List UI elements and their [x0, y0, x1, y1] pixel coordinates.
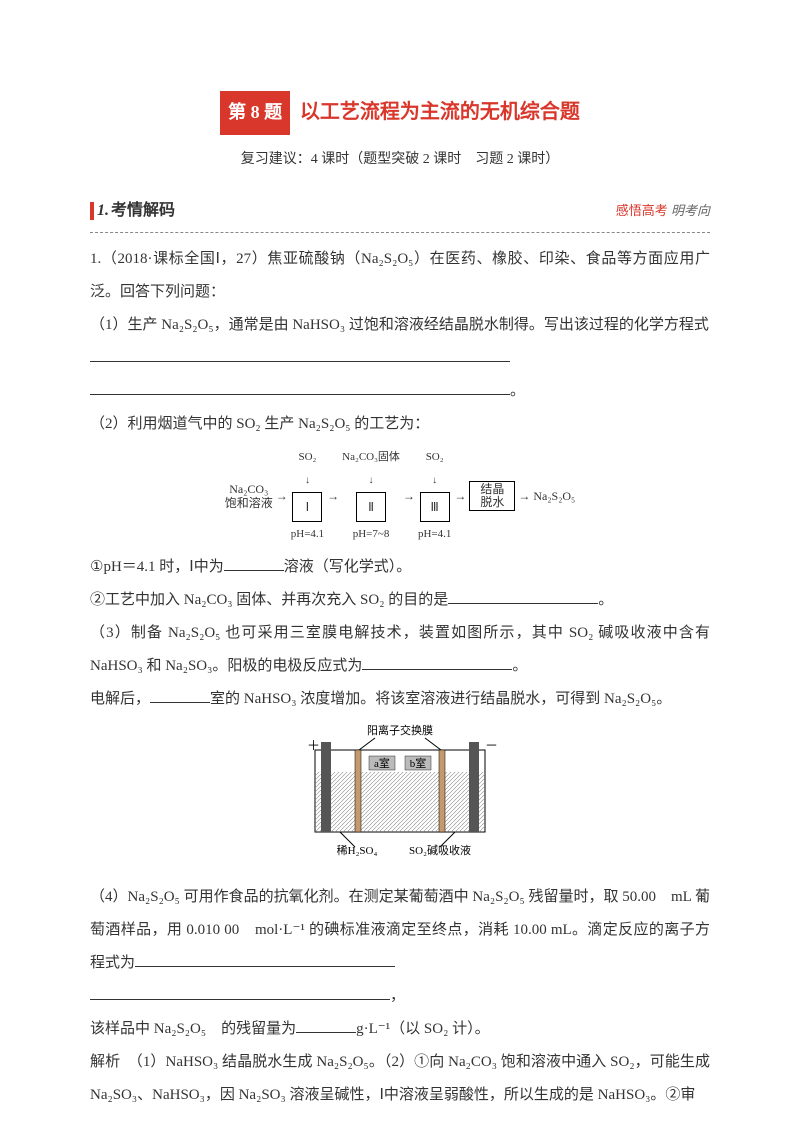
section-right-2: 明考向	[671, 203, 710, 218]
cell-a-label: a室	[374, 756, 390, 770]
paragraph-q3: （3）制备 Na₂S₂O₅ 也可采用三室膜电解技术，装置如图所示，其中 SO₂ …	[90, 617, 710, 683]
paragraph-q4b: 该样品中 Na₂S₂O₅ 的残留量为g·L⁻¹（以 SO₂ 计）。	[90, 1013, 710, 1046]
paragraph-q3b: 电解后，室的 NaHSO₃ 浓度增加。将该室溶液进行结晶脱水，可得到 Na₂S₂…	[90, 683, 710, 716]
section-label: 考情解码	[111, 193, 175, 228]
page-title: 第 8 题 以工艺流程为主流的无机综合题	[90, 90, 710, 135]
section-right-1: 感悟高考	[616, 203, 668, 218]
paragraph-q2: （2）利用烟道气中的 SO₂ 生产 Na₂S₂O₅ 的工艺为：	[90, 408, 710, 441]
cell-top-label: 阳离子交换膜	[367, 723, 433, 737]
flow-box-4: 结晶脱水	[469, 481, 515, 511]
subtitle: 复习建议：4 课时（题型突破 2 课时 习题 2 课时）	[90, 145, 710, 176]
section-bar-decoration	[90, 202, 94, 220]
paragraph-q1: （1）生产 Na₂S₂O₅，通常是由 NaHSO₃ 过饱和溶液经结晶脱水制得。写…	[90, 309, 710, 342]
plus-icon: ＋	[307, 738, 320, 753]
flow-ph-2: pH=7~8	[353, 522, 390, 546]
paragraph-q2-1: ①pH＝4.1 时，Ⅰ中为溶液（写化学式）。	[90, 551, 710, 584]
flow-box-3: Ⅲ	[420, 492, 450, 522]
electrolysis-diagram: 阳离子交换膜 ＋ － a室 b室 稀H₂SO₄ SO₂碱吸收液	[90, 722, 710, 875]
minus-icon: －	[485, 738, 498, 753]
cell-b-label: b室	[410, 756, 427, 770]
section-right: 感悟高考 明考向	[616, 197, 710, 226]
blank-line-3: ，	[90, 980, 710, 1013]
flow-input: Na₂CO₃ 饱和溶液	[225, 482, 273, 511]
paragraph-analysis: 解析 （1）NaHSO₃ 结晶脱水生成 Na₂S₂O₅。（2）①向 Na₂CO₃…	[90, 1046, 710, 1112]
paragraph-intro: 1.（2018·课标全国Ⅰ，27）焦亚硫酸钠（Na₂S₂O₅）在医药、橡胶、印染…	[90, 243, 710, 309]
title-box: 第 8 题	[220, 91, 290, 135]
blank-line-2: 。	[90, 375, 710, 408]
process-flow-diagram: Na₂CO₃ 饱和溶液 → SO₂ ↓ Ⅰ pH=4.1 → Na₂CO₃固体 …	[90, 445, 710, 548]
cell-bottom-right: SO₂碱吸收液	[409, 843, 471, 857]
section-number: 1.	[97, 193, 109, 228]
flow-so2-1: SO₂	[299, 445, 317, 469]
flow-box-2: Ⅱ	[356, 492, 386, 522]
cell-bottom-left: 稀H₂SO₄	[337, 844, 378, 857]
flow-add-solid: Na₂CO₃固体	[342, 445, 400, 469]
flow-ph-1: pH=4.1	[291, 522, 324, 546]
flow-so2-2: SO₂	[426, 445, 444, 469]
paragraph-q2-2: ②工艺中加入 Na₂CO₃ 固体、并再次充入 SO₂ 的目的是。	[90, 584, 710, 617]
arrow-icon: →	[276, 483, 288, 509]
flow-box-1: Ⅰ	[292, 492, 322, 522]
flow-ph-3: pH=4.1	[418, 522, 451, 546]
title-text: 以工艺流程为主流的无机综合题	[300, 101, 580, 123]
section-header: 1. 考情解码 感悟高考 明考向	[90, 193, 710, 232]
blank-line-1	[90, 342, 710, 375]
flow-output: Na₂S₂O₅	[533, 489, 575, 503]
paragraph-q4: （4）Na₂S₂O₅ 可用作食品的抗氧化剂。在测定某葡萄酒中 Na₂S₂O₅ 残…	[90, 881, 710, 980]
